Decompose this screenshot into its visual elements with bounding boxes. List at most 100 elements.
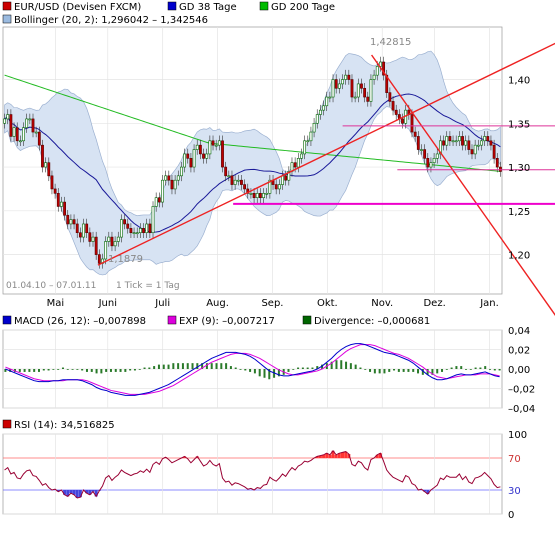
candle-body xyxy=(287,171,291,181)
annotation-high: 1,42815 xyxy=(370,37,411,48)
candle-body xyxy=(476,144,480,147)
macd-legend: MACD (26, 12): –0,007898 EXP (9): –0,007… xyxy=(2,315,430,327)
candle-body xyxy=(363,87,367,98)
macd-divergence-bar xyxy=(460,366,463,369)
legend-label-exp: EXP (9): –0,007217 xyxy=(179,316,275,327)
legend-swatch-gd200 xyxy=(259,1,269,11)
trend-up-line xyxy=(97,42,555,266)
candle-body xyxy=(44,162,48,168)
candle-body xyxy=(9,114,13,137)
candle-body xyxy=(401,118,404,124)
legend-swatch-exp xyxy=(167,315,177,325)
macd-divergence-bar xyxy=(311,367,314,369)
candle-body xyxy=(31,118,35,133)
price-legend: EUR/USD (Devisen FXCM) GD 38 Tage GD 200… xyxy=(2,1,335,26)
candle-body xyxy=(240,179,243,185)
legend-label-bollinger: Bollinger (20, 2): 1,296042 – 1,342546 xyxy=(14,15,208,26)
macd-divergence-bar xyxy=(316,366,319,369)
candle-body xyxy=(151,206,155,234)
candle-body xyxy=(413,131,417,137)
moving-averages xyxy=(4,74,501,233)
candle-body xyxy=(391,101,395,111)
candle-body xyxy=(284,175,288,181)
candle-body xyxy=(423,149,427,159)
macd-divergence-bar xyxy=(465,369,468,370)
macd-divergence-bar xyxy=(239,369,242,370)
macd-divergence-bar xyxy=(397,369,400,372)
candle-body xyxy=(356,83,360,98)
candle-body xyxy=(25,118,29,128)
candle-body xyxy=(315,114,319,124)
candle-body xyxy=(211,140,215,146)
macd-divergence-bar xyxy=(479,367,482,369)
macd-divergence-bar xyxy=(373,369,376,374)
gd200-line xyxy=(4,74,501,172)
candle-body xyxy=(66,214,70,225)
macd-divergence-bar xyxy=(340,360,343,369)
candle-body xyxy=(123,219,126,225)
candle-body xyxy=(322,105,325,111)
macd-divergence-bar xyxy=(205,363,208,369)
candle-body xyxy=(164,175,168,181)
gd38-line xyxy=(4,93,501,233)
candle-body xyxy=(388,92,392,102)
macd-divergence-bar xyxy=(277,369,280,377)
candle-body xyxy=(208,140,212,155)
macd-divergence-bar xyxy=(210,363,213,369)
macd-y-tick-label: 0,02 xyxy=(508,346,530,357)
rsi-legend: RSI (14): 34,516825 xyxy=(2,419,115,431)
legend-label-macd: MACD (26, 12): –0,007898 xyxy=(14,316,146,327)
macd-divergence-bar xyxy=(484,366,487,369)
candle-body xyxy=(473,144,477,155)
candle-body xyxy=(198,144,202,155)
macd-divergence-bar xyxy=(450,367,453,369)
macd-divergence-bar xyxy=(306,367,309,369)
candle-body xyxy=(113,241,117,247)
candle-body xyxy=(180,166,183,177)
candle-body xyxy=(6,114,10,120)
macd-divergence-bar xyxy=(71,369,74,370)
candle-body xyxy=(331,79,335,98)
candle-body xyxy=(53,188,57,194)
candle-body xyxy=(183,153,187,168)
candle-body xyxy=(15,127,19,142)
macd-divergence-bar xyxy=(469,369,472,370)
price-y-axis: 1,20 1,25 1,30 1,35 1,40 xyxy=(508,76,530,262)
candle-body xyxy=(451,140,455,143)
candle-body xyxy=(243,184,247,190)
trend-lines xyxy=(97,42,555,316)
macd-divergence-bar xyxy=(249,369,252,372)
macd-divergence-bar xyxy=(52,369,55,370)
rsi-y-tick-label: 30 xyxy=(508,486,521,497)
candle-body xyxy=(306,140,310,143)
candle-body xyxy=(37,131,41,146)
rsi-y-tick-label: 100 xyxy=(508,430,527,441)
candle-body xyxy=(110,236,114,247)
macd-divergence-bar xyxy=(436,369,439,374)
candle-body xyxy=(82,223,85,238)
price-y-tick-label: 1,20 xyxy=(508,251,530,262)
candle-body xyxy=(464,140,468,146)
legend-swatch-divergence xyxy=(302,315,312,325)
macd-divergence-bar xyxy=(23,369,26,372)
macd-y-tick-label: 0,00 xyxy=(508,365,530,376)
macd-divergence-bar xyxy=(359,367,362,369)
candle-body xyxy=(457,136,461,142)
candle-body xyxy=(420,149,423,151)
macd-divergence-bar xyxy=(292,369,295,370)
macd-divergence-bar xyxy=(143,367,146,369)
candle-body xyxy=(47,162,51,177)
candle-body xyxy=(461,136,464,146)
candle-body xyxy=(483,136,487,142)
candle-body xyxy=(296,158,300,168)
candle-body xyxy=(107,236,111,242)
candle-body xyxy=(236,179,240,182)
macd-divergence-bar xyxy=(244,369,247,371)
candle-body xyxy=(426,158,430,168)
rsi-line xyxy=(4,449,501,499)
macd-divergence-bars xyxy=(4,360,501,380)
price-y-tick-label: 1,40 xyxy=(508,76,530,87)
macd-divergence-bar xyxy=(100,369,103,374)
legend-label-gd38: GD 38 Tage xyxy=(179,2,237,13)
macd-divergence-bar xyxy=(258,369,261,377)
